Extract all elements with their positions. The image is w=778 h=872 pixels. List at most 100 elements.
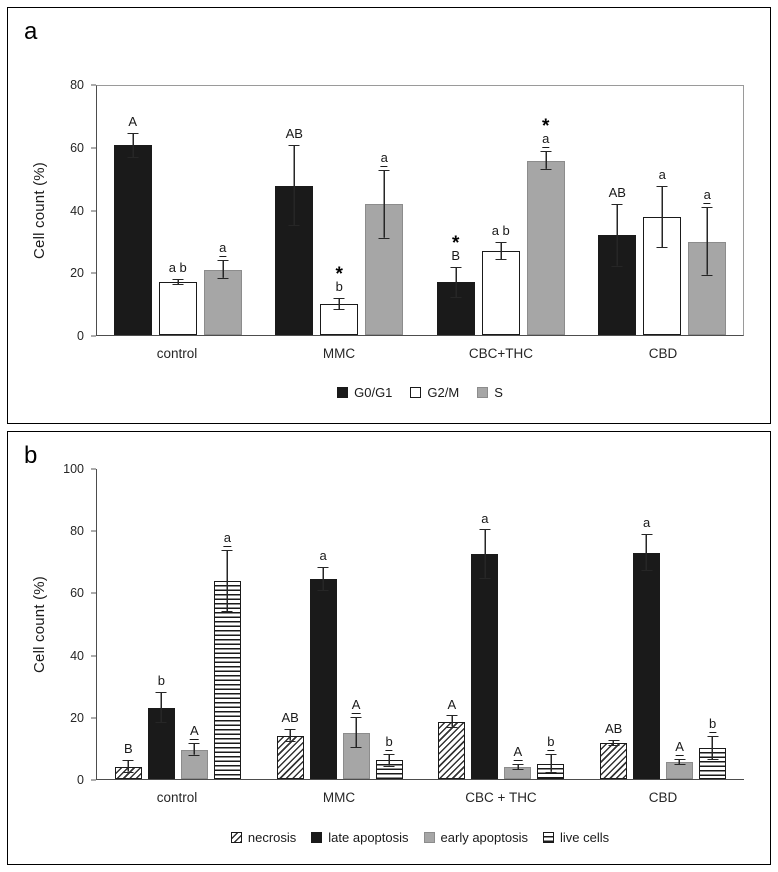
- error-bar: [540, 151, 552, 171]
- bar: [526, 160, 565, 335]
- error-bar: [512, 763, 524, 770]
- significance-letter: a b: [491, 222, 510, 238]
- x-category-label: MMC: [322, 789, 356, 805]
- legend-swatch: [311, 831, 323, 843]
- significance-letter: b: [709, 715, 717, 733]
- bar-annotation: a: [219, 240, 227, 258]
- bar: [158, 282, 197, 335]
- legend-swatch: [337, 386, 349, 398]
- y-tick-label: 0: [77, 329, 84, 343]
- error-bar: [127, 132, 139, 158]
- error-bar: [495, 241, 507, 261]
- bar-slot: AB: [598, 86, 637, 335]
- error-bar: [288, 145, 300, 227]
- significance-asterisk: *: [542, 116, 550, 138]
- error-bar: [479, 529, 491, 580]
- error-bar: [707, 735, 719, 761]
- bar-annotation: AB: [609, 185, 626, 201]
- y-tick-mark: [91, 530, 96, 532]
- error-bar: [641, 534, 653, 572]
- y-tick-label: 80: [70, 524, 84, 539]
- bar-slot: a: [633, 469, 661, 779]
- significance-letter: AB: [604, 721, 623, 737]
- bar: [203, 269, 242, 335]
- bar-annotation: a: [380, 150, 388, 168]
- legend-item: late apoptosis: [311, 830, 409, 845]
- bar-annotation: AB: [281, 711, 298, 726]
- y-axis-title: Cell count (%): [30, 576, 48, 673]
- panel-b-label: b: [24, 442, 38, 469]
- significance-letter: a: [658, 166, 666, 182]
- y-tick-label: 40: [70, 648, 84, 663]
- bar-annotation: * a: [542, 116, 550, 149]
- y-tick-label: 60: [70, 140, 84, 155]
- y-tick-mark: [91, 272, 96, 274]
- error-bar: [701, 207, 713, 276]
- bar-slot: a b: [158, 86, 197, 335]
- significance-letter: a: [319, 547, 327, 563]
- bar-slot: a: [309, 469, 337, 779]
- legend-label: S: [494, 384, 503, 400]
- bar: [276, 735, 304, 779]
- legend-swatch: [410, 386, 422, 398]
- bar-slot: a: [643, 86, 682, 335]
- legend-swatch: [542, 831, 554, 843]
- y-tick-mark: [91, 210, 96, 211]
- significance-letter: AB: [281, 710, 299, 726]
- significance-letter: a: [380, 150, 388, 168]
- bar: [481, 250, 520, 335]
- y-tick-label: 60: [70, 586, 84, 601]
- legend-item: live cells: [542, 829, 610, 845]
- bar-slot: * B: [436, 86, 475, 335]
- error-bar: [656, 185, 668, 248]
- bar-slot: b: [699, 469, 727, 779]
- bar-slot: * b: [320, 86, 359, 335]
- bar-slot: b: [537, 469, 565, 779]
- error-bar: [155, 692, 167, 724]
- y-tick-mark: [91, 335, 96, 337]
- significance-letter: A: [675, 738, 684, 756]
- bar-annotation: A: [351, 697, 361, 714]
- bar-slot: A: [180, 469, 208, 779]
- significance-letter: b: [157, 673, 165, 689]
- legend-item: S: [477, 385, 503, 400]
- significance-letter: b: [547, 734, 555, 752]
- bar-annotation: AB: [604, 721, 623, 737]
- legend-item: G0/G1: [337, 385, 392, 400]
- bar-slot: B: [114, 469, 142, 779]
- bar-slot: A: [113, 86, 152, 335]
- bar-annotation: A: [513, 744, 523, 761]
- error-bar: [284, 729, 296, 742]
- bar: [309, 579, 337, 779]
- x-axis-labels: control MMC CBC+THC CBD: [96, 336, 744, 370]
- significance-letter: A: [128, 113, 138, 129]
- bar-annotation: a: [481, 511, 488, 527]
- bar-annotation: * b: [335, 265, 343, 295]
- legend-label: live cells: [559, 829, 610, 845]
- error-bar: [545, 754, 557, 773]
- significance-letter: B: [124, 741, 133, 757]
- bar-slot: a b: [481, 86, 520, 335]
- x-category-label: control: [156, 345, 198, 361]
- x-category-label: CBD: [648, 345, 678, 361]
- significance-letter: b: [385, 734, 393, 752]
- y-axis-title-cell: Cell count (%): [26, 469, 52, 780]
- bar-slot: a: [688, 86, 727, 335]
- error-bar: [446, 715, 458, 728]
- x-category-label: MMC: [322, 345, 356, 361]
- bar: [213, 580, 241, 779]
- bar-slot: b: [147, 469, 175, 779]
- error-bar: [122, 760, 134, 773]
- bar-annotation: b: [157, 673, 165, 689]
- significance-letter: b: [335, 278, 343, 294]
- y-tick-label: 100: [63, 462, 84, 476]
- legend-label: early apoptosis: [440, 829, 528, 845]
- bar-annotation: a: [658, 166, 666, 183]
- x-category-label: control: [156, 789, 198, 805]
- bar-slot: AB: [600, 469, 628, 779]
